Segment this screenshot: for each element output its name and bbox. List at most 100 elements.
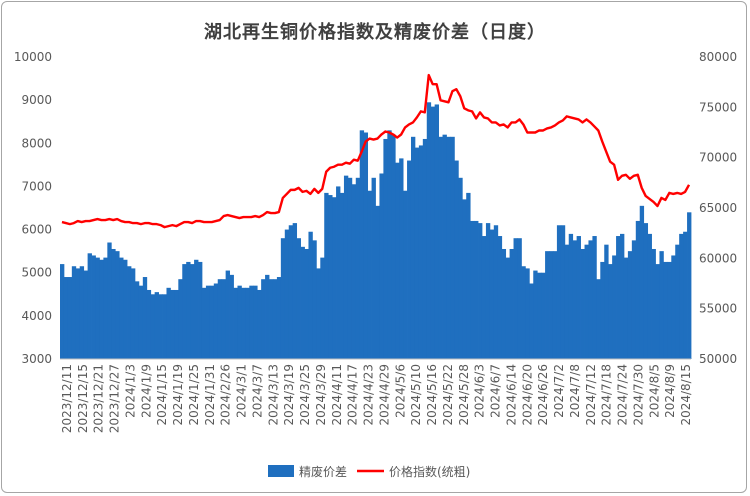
bar bbox=[190, 264, 195, 359]
bar bbox=[643, 223, 649, 359]
bar bbox=[150, 294, 156, 359]
bar bbox=[545, 251, 550, 359]
bar bbox=[631, 240, 637, 359]
right-tick-label: 80000 bbox=[699, 50, 737, 64]
x-tick-label: 2024/1/15 bbox=[155, 364, 169, 426]
bar bbox=[655, 264, 660, 359]
bar bbox=[265, 274, 270, 359]
right-tick-label: 65000 bbox=[699, 201, 737, 215]
bar bbox=[387, 130, 392, 359]
legend-line-label: 价格指数(统粗) bbox=[389, 464, 470, 479]
x-tick-label: 2024/3/7 bbox=[251, 364, 265, 418]
bar bbox=[269, 279, 274, 359]
bar-series bbox=[60, 102, 692, 360]
bar bbox=[115, 251, 120, 359]
bar bbox=[501, 248, 507, 359]
x-tick-label: 2024/5/10 bbox=[409, 364, 423, 426]
bar bbox=[328, 195, 333, 359]
bar bbox=[178, 279, 183, 359]
x-tick-label: 2023/12/11 bbox=[60, 364, 74, 433]
bar bbox=[217, 279, 223, 359]
bar bbox=[430, 106, 436, 359]
bar bbox=[300, 246, 305, 359]
bar bbox=[383, 138, 388, 359]
bar bbox=[395, 162, 400, 359]
legend-bar-label: 精废价差 bbox=[299, 464, 347, 479]
x-tick-label: 2024/7/18 bbox=[600, 364, 614, 426]
bar bbox=[513, 238, 518, 359]
bar bbox=[600, 261, 605, 359]
legend: 精废价差 价格指数(统粗) bbox=[268, 464, 470, 479]
bar bbox=[166, 287, 171, 359]
bar bbox=[568, 233, 574, 359]
bar bbox=[60, 264, 65, 359]
bar bbox=[659, 251, 664, 359]
bar bbox=[363, 132, 369, 359]
left-tick-label: 10000 bbox=[14, 50, 52, 64]
bar bbox=[162, 294, 167, 359]
bar bbox=[537, 272, 542, 359]
x-tick-label: 2024/4/17 bbox=[346, 364, 360, 426]
bar bbox=[233, 287, 238, 359]
bar bbox=[580, 248, 585, 359]
legend-bar-swatch bbox=[268, 465, 294, 477]
bar bbox=[458, 177, 463, 359]
bar bbox=[371, 177, 376, 359]
bar bbox=[399, 158, 404, 359]
bar bbox=[170, 289, 175, 359]
x-tick-label: 2023/12/27 bbox=[108, 364, 122, 433]
bar bbox=[296, 238, 301, 359]
bar bbox=[497, 236, 503, 359]
bar bbox=[556, 225, 562, 359]
x-tick-label: 2024/6/26 bbox=[536, 364, 550, 426]
bar bbox=[667, 261, 672, 359]
bar bbox=[332, 197, 337, 359]
x-tick-label: 2024/3/25 bbox=[298, 364, 312, 426]
bar bbox=[359, 130, 365, 359]
bar bbox=[663, 261, 668, 359]
bar bbox=[549, 251, 554, 359]
x-tick-label: 2024/8/5 bbox=[647, 364, 661, 418]
bar bbox=[541, 272, 546, 359]
x-tick-label: 2024/7/2 bbox=[552, 364, 566, 418]
x-tick-label: 2024/7/12 bbox=[584, 364, 598, 426]
bar bbox=[343, 175, 349, 359]
bar bbox=[87, 253, 92, 359]
bar bbox=[138, 285, 144, 359]
bar bbox=[576, 236, 581, 359]
x-tick-label: 2024/3/13 bbox=[266, 364, 280, 426]
bar bbox=[478, 223, 483, 359]
bar bbox=[79, 266, 85, 359]
chart-title: 湖北再生铜价格指数及精废价差（日度） bbox=[204, 22, 546, 43]
right-tick-label: 50000 bbox=[699, 352, 737, 366]
right-tick-label: 55000 bbox=[699, 302, 737, 316]
bar bbox=[525, 268, 530, 359]
bar bbox=[336, 186, 341, 359]
x-tick-label: 2024/1/25 bbox=[187, 364, 201, 426]
bar bbox=[308, 231, 313, 359]
bar bbox=[229, 274, 234, 359]
bar bbox=[99, 259, 104, 359]
bar bbox=[407, 160, 412, 359]
bar bbox=[418, 145, 424, 359]
bar bbox=[391, 134, 396, 359]
bar bbox=[466, 192, 471, 359]
bar bbox=[481, 236, 487, 359]
x-tick-label: 2024/8/15 bbox=[679, 364, 693, 426]
bar bbox=[533, 270, 538, 359]
x-tick-label: 2024/5/22 bbox=[441, 364, 455, 426]
bar bbox=[249, 285, 254, 359]
bar bbox=[489, 229, 495, 359]
x-tick-label: 2023/12/15 bbox=[76, 364, 90, 433]
bar bbox=[209, 285, 215, 359]
bar bbox=[280, 238, 286, 359]
bar bbox=[410, 136, 416, 359]
bar bbox=[320, 257, 325, 359]
bar bbox=[647, 233, 652, 359]
bar bbox=[529, 283, 534, 359]
bar bbox=[186, 261, 191, 359]
bar bbox=[414, 147, 420, 359]
bar bbox=[245, 287, 250, 359]
bar bbox=[627, 251, 633, 359]
bar bbox=[194, 259, 199, 359]
